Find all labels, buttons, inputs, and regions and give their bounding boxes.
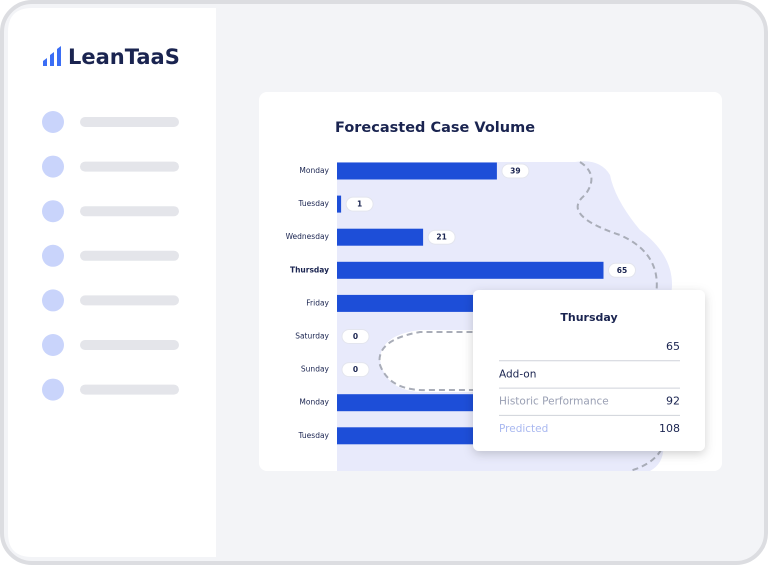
tooltip-title: Thursday bbox=[560, 311, 617, 324]
nav-placeholder bbox=[80, 295, 179, 306]
value-label: 65 bbox=[617, 266, 627, 275]
nav-icon bbox=[42, 334, 64, 356]
bar bbox=[337, 195, 342, 213]
category-label: Wednesday bbox=[286, 232, 330, 241]
nav-placeholder bbox=[80, 250, 179, 261]
nav-icon bbox=[42, 155, 64, 178]
category-label: Monday bbox=[299, 166, 329, 175]
category-label: Monday bbox=[299, 398, 329, 407]
category-label: Thursday bbox=[290, 265, 329, 274]
sidebar bbox=[8, 8, 216, 557]
value-label: 21 bbox=[436, 233, 446, 242]
row-label: Predicted bbox=[499, 423, 548, 435]
bar bbox=[337, 261, 604, 279]
value-label: 1 bbox=[357, 200, 362, 209]
value-pill bbox=[341, 329, 370, 344]
row-value: 65 bbox=[666, 340, 680, 353]
nav-placeholder bbox=[80, 161, 179, 172]
logo-icon bbox=[43, 46, 61, 66]
value-pill bbox=[341, 362, 370, 378]
category-label: Saturday bbox=[295, 332, 329, 341]
nav-placeholder bbox=[80, 384, 179, 395]
bar bbox=[337, 228, 424, 246]
nav-icon bbox=[42, 378, 64, 401]
value-label: 39 bbox=[510, 167, 520, 176]
nav-placeholder bbox=[80, 117, 179, 127]
category-label: Tuesday bbox=[297, 199, 329, 208]
row-value: 92 bbox=[666, 395, 680, 408]
tooltip: Thursday 65 Add-on Historic Performance 92 P… bbox=[473, 290, 705, 451]
value-pill bbox=[427, 229, 456, 245]
tooltip-rows: 65 Add-on Historic Performance 92 Predicted 1… bbox=[499, 340, 680, 435]
nav-icon bbox=[42, 111, 64, 133]
nav-icon bbox=[42, 200, 64, 223]
chart-title: Forecasted Case Volume bbox=[335, 120, 535, 136]
tooltip-box bbox=[473, 290, 705, 451]
value-pill bbox=[345, 196, 374, 212]
row-label: Historic Performance bbox=[499, 396, 609, 408]
category-label: Friday bbox=[306, 298, 329, 307]
nav-icon bbox=[42, 289, 64, 312]
nav-menu bbox=[42, 111, 179, 401]
bar bbox=[337, 162, 497, 180]
row-label: Add-on bbox=[499, 368, 536, 380]
value-pill bbox=[501, 163, 530, 179]
row-value: 108 bbox=[659, 422, 680, 435]
nav-icon bbox=[42, 244, 64, 267]
nav-placeholder bbox=[80, 206, 179, 217]
value-label: 0 bbox=[353, 332, 358, 341]
nav-placeholder bbox=[80, 340, 179, 350]
value-pill bbox=[608, 262, 636, 278]
brand: LeanTaaS bbox=[68, 45, 180, 69]
category-label: Sunday bbox=[301, 365, 330, 374]
category-label: Tuesday bbox=[297, 431, 329, 440]
value-label: 0 bbox=[353, 365, 358, 374]
